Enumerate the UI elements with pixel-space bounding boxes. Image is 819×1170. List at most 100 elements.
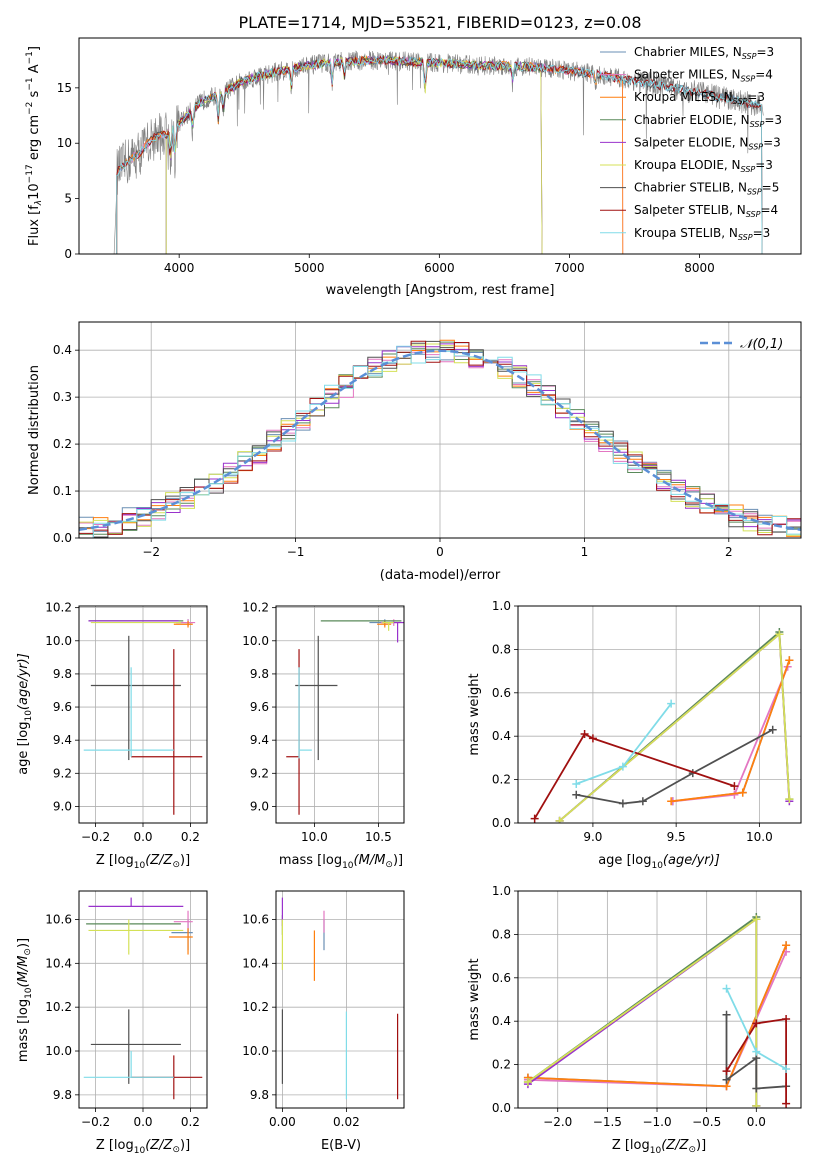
errbar-kroupa_elodie <box>88 919 184 955</box>
y-tick-label: 0.2 <box>53 437 72 451</box>
label-part: (Z/Z <box>145 853 173 868</box>
label-part: SSP <box>733 97 748 106</box>
label-part: =5 <box>762 181 780 195</box>
y-tick-label: 9.8 <box>53 1088 72 1102</box>
label-part: ] <box>27 46 42 51</box>
label-part: 10 <box>134 1146 146 1156</box>
x-tick-label: 0 <box>436 545 444 559</box>
mw-marker-salpeter_stelib <box>752 1019 761 1028</box>
axes-frame <box>517 605 802 824</box>
axes-frame <box>275 605 405 824</box>
mw-marker-salpeter_stelib <box>730 782 739 791</box>
axes-frame <box>78 605 208 824</box>
errbar-salpeter_stelib <box>131 649 203 815</box>
label-part: Chabrier ELODIE, N <box>634 113 750 127</box>
label-part: −2 <box>25 102 35 115</box>
x-tick-label: 6000 <box>424 261 455 275</box>
axis-label: age [log10(age/yr)] <box>16 653 34 775</box>
label-part: −1 <box>25 51 35 64</box>
y-tick-label: 5 <box>64 192 72 206</box>
label-part: ⊙ <box>385 860 393 870</box>
y-tick-label: 0.4 <box>492 729 511 743</box>
x-tick-label: 0.2 <box>181 830 200 844</box>
label-part: (M/M <box>354 853 386 868</box>
label-part: )] <box>180 853 190 868</box>
label-part: SSP <box>748 142 763 151</box>
label-part: =3 <box>763 135 781 149</box>
x-tick-label: 0.0 <box>133 1115 152 1129</box>
label-part: SSP <box>750 120 765 129</box>
y-tick-label: 0 <box>64 247 72 261</box>
mw-marker-kroupa_miles <box>738 788 747 797</box>
y-tick-label: 10.0 <box>45 1044 72 1058</box>
mw-ylabel-massweight_vs_age: mass weight <box>467 673 482 755</box>
y-tick-label: 9.4 <box>250 733 269 747</box>
mw-marker-kroupa_miles <box>785 656 794 665</box>
label-part: A <box>27 64 42 77</box>
label-part: =3 <box>755 158 773 172</box>
spectrum-model-salpeter_miles <box>116 55 624 254</box>
y-tick-label: 10.0 <box>242 1044 269 1058</box>
axis-label: mass [log10(M/M⊙)] <box>16 938 34 1062</box>
y-tick-label: 0.1 <box>53 484 72 498</box>
y-tick-label: 15 <box>57 81 72 95</box>
legend-entry-salpeter_elodie: Salpeter ELODIE, NSSP=3 <box>634 135 781 151</box>
x-tick-label: 0.2 <box>181 1115 200 1129</box>
errbar-salpeter_elodie <box>88 897 184 907</box>
x-tick-label: −0.5 <box>692 1115 721 1129</box>
label-part: mass [log <box>16 999 31 1062</box>
label-part: 10 <box>134 861 146 871</box>
mw-marker-chabrier_stelib <box>618 799 627 808</box>
label-part: 10 <box>27 183 42 200</box>
plot-area <box>83 619 203 815</box>
label-part: =3 <box>747 90 765 104</box>
legend-entry-chabrier_elodie: Chabrier ELODIE, NSSP=3 <box>634 113 782 129</box>
plot-area <box>113 50 764 254</box>
gaussian-curve <box>79 349 801 532</box>
errbar-salpeter_miles <box>173 910 193 933</box>
mw-marker-salpeter_stelib <box>722 1067 731 1076</box>
legend-entry-gaussian: 𝒩(0,1) <box>740 337 783 352</box>
y-tick-label: 0.6 <box>492 686 511 700</box>
errbar-chabrier_stelib <box>295 635 338 761</box>
axis-label: age [log10(age/yr)] <box>598 853 720 871</box>
mw-marker-kroupa_elodie <box>555 816 564 823</box>
axis-label: Z [log10(Z/Z⊙)] <box>96 853 190 871</box>
errbar-kroupa_stelib <box>298 667 312 759</box>
mw-marker-chabrier_stelib <box>722 1010 731 1019</box>
label-part: Kroupa MILES, N <box>634 90 733 104</box>
spectrum-model-kroupa_stelib <box>116 55 763 254</box>
mw-marker-kroupa_elodie <box>523 1077 532 1086</box>
errbar-kroupa_miles <box>173 620 193 628</box>
mw-marker-kroupa_elodie <box>775 630 784 639</box>
mw-ylabel-massweight_vs_Z: mass weight <box>467 958 482 1040</box>
mw-line-chabrier_elodie <box>527 915 758 1106</box>
errbar-kroupa_elodie <box>382 621 394 631</box>
mw-marker-salpeter_stelib <box>782 1099 791 1108</box>
mw-marker-kroupa_stelib <box>572 779 581 788</box>
legend-entry-kroupa_stelib: Kroupa STELIB, NSSP=3 <box>634 226 770 242</box>
errbar-chabrier_stelib <box>90 1009 181 1084</box>
label-part: −17 <box>25 164 35 183</box>
mw-marker-kroupa_miles <box>667 797 676 806</box>
plot-area <box>83 897 203 1100</box>
x-tick-label: 10.0 <box>746 830 773 844</box>
plot-area <box>286 619 404 815</box>
label-part: ⊙ <box>688 1145 696 1155</box>
y-tick-label: 10.2 <box>242 1000 269 1014</box>
plot-area <box>79 339 801 538</box>
label-part: 10 <box>24 987 34 999</box>
axes-residual_hist: −2 −1 0 1 2 0.0 0.1 0.2 0.3 0.4 𝒩(0,1) (data-model)… <box>27 321 802 583</box>
x-tick-label: 8000 <box>684 261 715 275</box>
x-tick-label: 0.0 <box>133 830 152 844</box>
mw-line-salpeter_miles <box>672 666 789 803</box>
y-tick-label: 0.2 <box>492 773 511 787</box>
errbar-kroupa_miles <box>169 928 193 955</box>
x-tick-label: 7000 <box>554 261 585 275</box>
mw-marker-kroupa_elodie <box>752 1101 761 1108</box>
label-part: Chabrier MILES, N <box>634 45 742 59</box>
legend-entry-salpeter_miles: Salpeter MILES, NSSP=4 <box>634 68 773 84</box>
label-part: λ <box>34 200 44 206</box>
figure-title: PLATE=1714, MJD=53521, FIBERID=0123, z=0… <box>238 13 641 32</box>
